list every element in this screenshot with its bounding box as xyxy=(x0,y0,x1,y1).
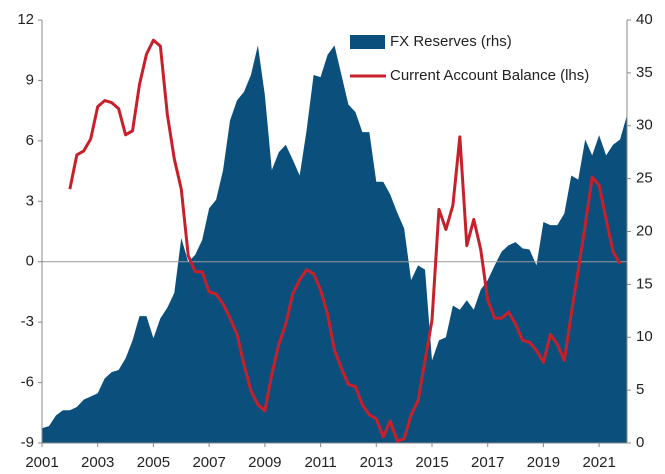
y-tick-label: 12 xyxy=(17,11,34,28)
y-tick-label: 3 xyxy=(26,192,34,209)
y-tick-label: 9 xyxy=(26,71,34,88)
current-account-line xyxy=(68,38,622,443)
y-tick-label: 0 xyxy=(26,253,34,270)
fx-reserves-area xyxy=(42,45,627,443)
y2-tick-label: 25 xyxy=(636,170,653,187)
y2-tick-label: 5 xyxy=(636,381,644,398)
y-tick-label: -3 xyxy=(21,313,34,330)
y-tick-label: -9 xyxy=(21,434,34,451)
x-tick-label: 2009 xyxy=(248,454,281,471)
x-tick-label: 2005 xyxy=(137,454,170,471)
y2-tick-label: 30 xyxy=(636,117,653,134)
y2-tick-label: 40 xyxy=(636,11,653,28)
x-tick-label: 2007 xyxy=(192,454,225,471)
x-tick-label: 2017 xyxy=(471,454,504,471)
y2-tick-label: 15 xyxy=(636,275,653,292)
legend-label: Current Account Balance (lhs) xyxy=(390,67,589,84)
x-tick-label: 2011 xyxy=(304,454,336,471)
x-tick-label: 2013 xyxy=(360,454,393,471)
x-tick-label: 2003 xyxy=(81,454,114,471)
y-tick-label: -6 xyxy=(21,374,34,391)
y-tick-label: 6 xyxy=(26,132,34,149)
x-tick-label: 2015 xyxy=(415,454,448,471)
legend-swatch xyxy=(350,35,385,49)
y2-tick-label: 10 xyxy=(636,328,653,345)
x-tick-label: 2019 xyxy=(527,454,560,471)
x-tick-label: 2021 xyxy=(582,454,615,471)
y2-tick-label: 35 xyxy=(636,64,653,81)
legend-label: FX Reserves (rhs) xyxy=(390,33,512,50)
x-tick-label: 2001 xyxy=(25,454,58,471)
y2-tick-label: 20 xyxy=(636,222,653,239)
y2-tick-label: 0 xyxy=(636,434,644,451)
